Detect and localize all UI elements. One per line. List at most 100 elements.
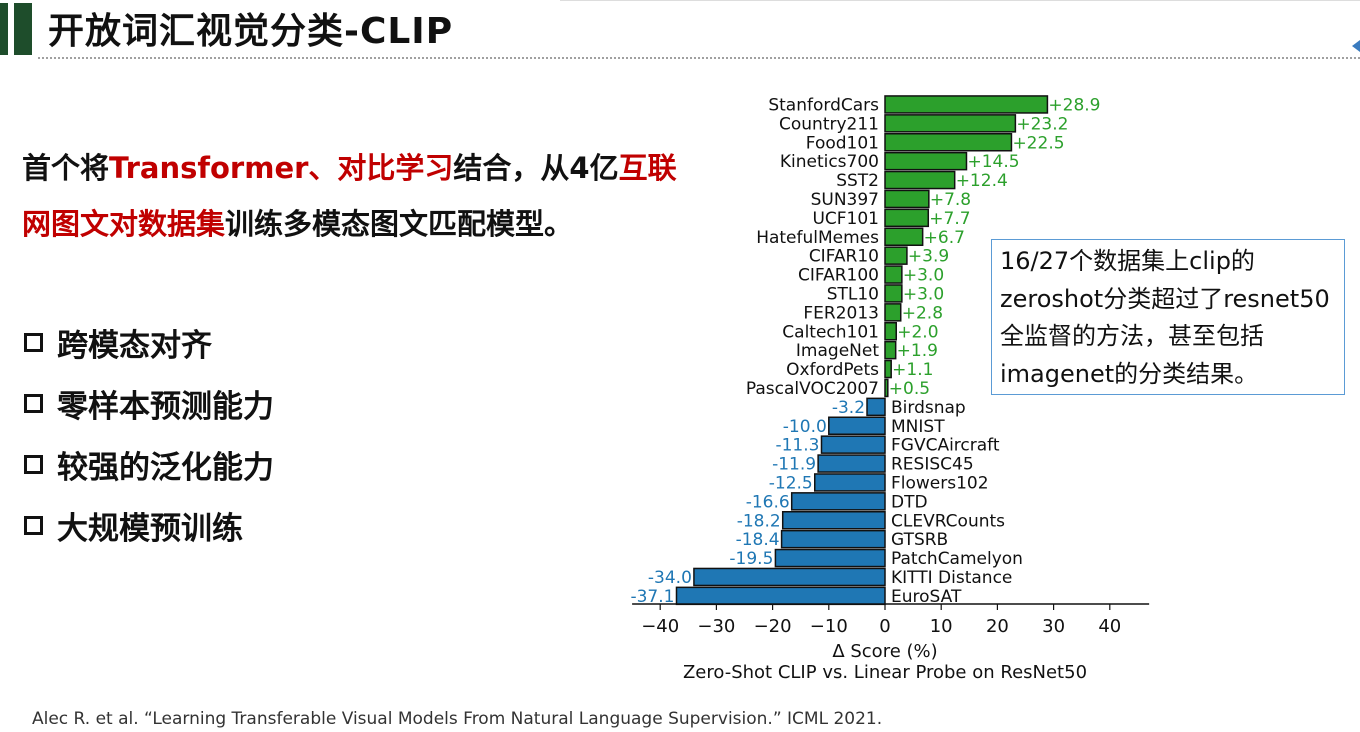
checkbox-icon xyxy=(24,394,43,413)
bar-mnist xyxy=(828,416,886,435)
x-tick-label: −30 xyxy=(697,616,735,637)
bar-flowers102 xyxy=(814,473,886,492)
bar-stl10 xyxy=(884,284,903,303)
title-top-line xyxy=(560,0,1360,1)
category-label: CIFAR10 xyxy=(809,247,879,267)
checkbox-icon xyxy=(24,516,43,535)
title-accent-bar xyxy=(14,3,32,55)
category-label: CLEVRCounts xyxy=(891,511,1005,531)
category-label: SST2 xyxy=(836,171,879,191)
value-label: +22.5 xyxy=(1012,133,1064,153)
value-label: +3.0 xyxy=(903,266,944,286)
corner-arrow-icon xyxy=(1352,40,1360,52)
category-label: UCF101 xyxy=(812,209,879,229)
x-tick-label: 0 xyxy=(879,616,890,637)
feature-list: 跨模态对齐 零样本预测能力 较强的泛化能力 大规模预训练 xyxy=(24,312,274,556)
category-label: StanfordCars xyxy=(768,95,879,115)
category-label: ImageNet xyxy=(796,341,879,361)
bar-oxfordpets xyxy=(884,359,892,379)
x-tick-label: 40 xyxy=(1098,616,1121,637)
bar-stanfordcars xyxy=(884,95,1049,114)
bar-patchcamelyon xyxy=(774,548,886,568)
value-label: +14.5 xyxy=(967,152,1019,172)
citation: Alec R. et al. “Learning Transferable Vi… xyxy=(32,709,883,729)
value-label: -18.4 xyxy=(736,530,780,550)
value-label: -16.6 xyxy=(746,492,790,512)
value-label: +3.0 xyxy=(903,284,944,304)
highlight-text: 网图文对数据集 xyxy=(22,207,226,241)
value-label: +12.4 xyxy=(956,171,1008,191)
value-label: +7.7 xyxy=(929,209,970,229)
category-label: KITTI Distance xyxy=(891,568,1012,588)
category-label: Food101 xyxy=(806,133,879,153)
category-label: HatefulMemes xyxy=(756,228,879,248)
highlight-text: 互联 xyxy=(618,151,677,185)
value-label: -12.5 xyxy=(769,473,813,493)
category-label: FER2013 xyxy=(803,303,879,323)
value-label: +0.5 xyxy=(889,379,930,399)
value-label: -3.2 xyxy=(832,398,865,418)
category-label: EuroSAT xyxy=(891,587,962,607)
bar-sun397 xyxy=(884,189,930,209)
bar-cifar100 xyxy=(884,265,903,284)
value-label: +1.9 xyxy=(897,341,938,361)
slide-title: 开放词汇视觉分类-CLIP xyxy=(48,11,454,52)
x-tick-label: −40 xyxy=(641,616,679,637)
bar-caltech101 xyxy=(884,322,897,341)
highlight-text: Transformer、对比学习 xyxy=(109,151,454,185)
bar-imagenet xyxy=(884,340,897,360)
category-label: STL10 xyxy=(827,284,879,304)
bar-resisc45 xyxy=(817,454,886,473)
bar-fer2013 xyxy=(884,303,902,322)
value-label: +2.0 xyxy=(897,322,938,342)
category-label: Kinetics700 xyxy=(780,152,879,172)
value-label: +6.7 xyxy=(924,228,965,248)
category-label: FGVCAircraft xyxy=(891,436,1000,456)
category-label: Flowers102 xyxy=(891,473,989,493)
value-label: -11.9 xyxy=(772,455,816,475)
value-label: +23.2 xyxy=(1016,114,1068,134)
bar-gtsrb xyxy=(780,529,886,549)
value-label: -37.1 xyxy=(630,587,674,607)
title-divider xyxy=(38,57,1360,59)
bar-eurosat xyxy=(675,586,886,606)
value-label: -10.0 xyxy=(783,417,827,437)
value-label: -11.3 xyxy=(775,436,819,456)
checkbox-icon xyxy=(24,333,43,352)
value-label: -18.2 xyxy=(737,511,781,531)
callout-box: 16/27个数据集上clip的zeroshot分类超过了resnet50全监督的… xyxy=(991,239,1345,395)
value-label: +7.8 xyxy=(930,190,971,210)
bar-sst2 xyxy=(884,170,956,190)
bar-clevrcounts xyxy=(781,511,886,530)
feature-item: 大规模预训练 xyxy=(24,495,274,556)
value-label: +2.8 xyxy=(902,303,943,323)
bar-pascalvoc2007 xyxy=(884,378,889,398)
feature-item: 较强的泛化能力 xyxy=(24,434,274,495)
title-accent-bar xyxy=(0,3,8,55)
value-label: -19.5 xyxy=(729,549,773,569)
category-label: OxfordPets xyxy=(786,360,879,380)
category-label: DTD xyxy=(891,492,928,512)
x-tick-label: 20 xyxy=(986,616,1009,637)
bar-dtd xyxy=(790,492,886,511)
category-label: Country211 xyxy=(779,114,879,134)
bar-kitti-distance xyxy=(693,567,886,587)
value-label: -34.0 xyxy=(648,568,692,588)
category-label: MNIST xyxy=(891,417,945,437)
category-label: SUN397 xyxy=(811,190,879,210)
bar-ucf101 xyxy=(884,208,930,228)
value-label: +3.9 xyxy=(908,247,949,267)
intro-text: 首个将Transformer、对比学习结合，从4亿互联 网图文对数据集训练多模态图… xyxy=(22,151,677,241)
bar-birdsnap xyxy=(866,397,886,417)
category-label: Birdsnap xyxy=(891,398,966,418)
chart-subtitle: Zero-Shot CLIP vs. Linear Probe on ResNe… xyxy=(683,662,1087,683)
category-label: Caltech101 xyxy=(782,322,879,342)
feature-item: 跨模态对齐 xyxy=(24,312,274,373)
category-label: GTSRB xyxy=(891,530,948,550)
bar-kinetics700 xyxy=(884,151,968,171)
feature-item: 零样本预测能力 xyxy=(24,373,274,434)
bar-hatefulmemes xyxy=(884,227,924,246)
bar-food101 xyxy=(884,133,1013,152)
value-label: +1.1 xyxy=(892,360,933,380)
